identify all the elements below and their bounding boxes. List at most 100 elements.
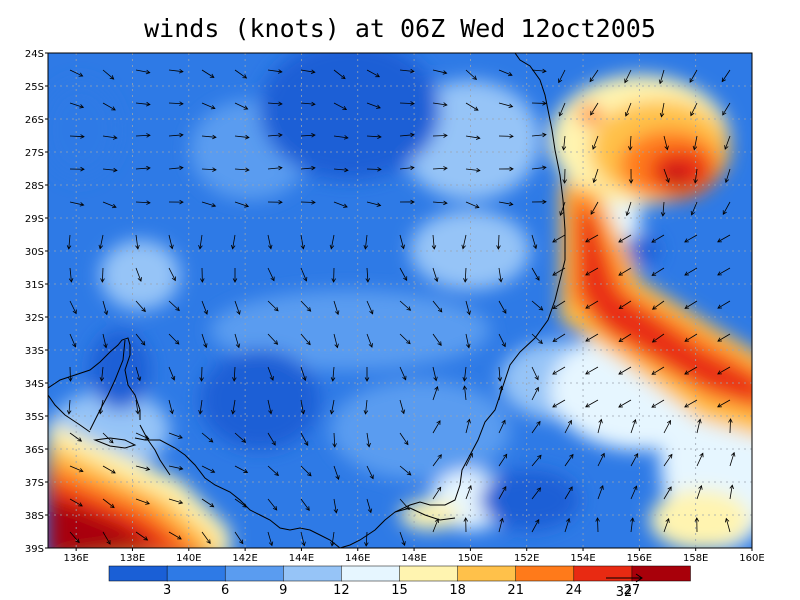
wind-arrow bbox=[432, 300, 443, 313]
wind-arrow bbox=[592, 168, 599, 184]
wind-arrow bbox=[198, 234, 203, 250]
wind-arrow bbox=[531, 199, 547, 205]
wind-arrow bbox=[366, 333, 373, 348]
wind-arrow bbox=[618, 366, 632, 375]
wind-arrow bbox=[234, 201, 250, 208]
lon-tick-label: 148E bbox=[401, 553, 426, 564]
wind-arrow bbox=[684, 234, 698, 243]
wind-arrow bbox=[267, 132, 283, 138]
wind-arrow bbox=[201, 465, 216, 473]
wind-vectors bbox=[66, 68, 736, 547]
color-bar-label: 24 bbox=[566, 583, 583, 598]
coastline bbox=[48, 53, 566, 548]
wind-arrow bbox=[363, 399, 369, 415]
wind-arrow bbox=[618, 399, 632, 408]
lon-tick-label: 136E bbox=[63, 553, 88, 564]
wind-arrow bbox=[135, 366, 142, 382]
color-bar-swatch bbox=[166, 565, 226, 582]
wind-arrow bbox=[234, 531, 244, 545]
wind-arrow bbox=[465, 300, 471, 316]
wind-arrow bbox=[201, 102, 216, 110]
wind-arrow bbox=[300, 234, 306, 250]
wind-arrow bbox=[461, 234, 467, 250]
wind-arrow bbox=[102, 333, 108, 349]
wind-arrow bbox=[651, 333, 665, 343]
wind-arrow bbox=[333, 333, 339, 349]
wind-arrow bbox=[531, 68, 547, 74]
wind-arrow bbox=[366, 498, 373, 514]
lat-tick-label: 29S bbox=[25, 214, 44, 225]
color-bar-labels: 3 6 9 12 15 18 21 24 27 bbox=[163, 583, 640, 598]
wind-arrow bbox=[630, 418, 637, 434]
wind-arrow bbox=[168, 234, 174, 250]
wind-arrow bbox=[432, 385, 439, 401]
wind-arrow bbox=[465, 167, 481, 173]
wind-arrow bbox=[552, 333, 566, 342]
wind-arrow bbox=[721, 69, 731, 83]
wind-arrow bbox=[200, 267, 205, 283]
wind-arrow bbox=[663, 419, 671, 434]
lat-tick-label: 24S bbox=[25, 49, 44, 60]
wind-arrow bbox=[465, 418, 471, 434]
map-frame bbox=[47, 52, 753, 549]
wind-arrow bbox=[717, 333, 731, 342]
color-bar bbox=[108, 565, 691, 582]
wind-arrow bbox=[432, 133, 448, 138]
wind-arrow bbox=[66, 399, 72, 415]
wind-arrow bbox=[432, 69, 448, 75]
wind-arrow bbox=[135, 498, 150, 505]
wind-arrow bbox=[552, 399, 566, 408]
wind-arrow bbox=[585, 399, 599, 408]
wind-arrow bbox=[135, 165, 151, 171]
color-bar-label: 12 bbox=[333, 583, 350, 598]
wind-arrow bbox=[201, 201, 217, 208]
wind-arrow bbox=[69, 102, 85, 109]
wind-arrow bbox=[658, 69, 665, 85]
wind-arrow bbox=[562, 168, 567, 184]
wind-arrow bbox=[135, 465, 151, 471]
color-bar-swatch bbox=[457, 565, 517, 582]
wind-arrow bbox=[201, 498, 215, 508]
wind-arrow bbox=[201, 432, 214, 443]
wind-arrow bbox=[135, 133, 151, 138]
wind-arrow bbox=[234, 167, 250, 173]
wind-arrow bbox=[684, 267, 698, 276]
lat-tick-label: 25S bbox=[25, 82, 44, 93]
wind-arrow bbox=[231, 399, 236, 415]
graticule bbox=[48, 53, 752, 548]
wind-arrow bbox=[333, 498, 339, 514]
wind-arrow bbox=[69, 333, 77, 348]
wind-arrow bbox=[690, 102, 698, 117]
wind-arrow bbox=[663, 486, 672, 500]
wind-arrow bbox=[432, 166, 448, 171]
wind-arrow bbox=[135, 200, 151, 205]
wind-arrow bbox=[630, 485, 638, 500]
wind-arrow bbox=[234, 465, 249, 473]
wind-arrow bbox=[69, 69, 84, 77]
wind-arrow bbox=[690, 201, 698, 216]
wind-arrow bbox=[333, 465, 340, 481]
wind-arrow bbox=[300, 531, 306, 547]
wind-arrow bbox=[696, 418, 702, 434]
wind-arrow bbox=[684, 300, 698, 309]
wind-arrow bbox=[300, 133, 316, 138]
wind-arrow bbox=[432, 454, 442, 467]
lon-tick-label: 150E bbox=[458, 553, 483, 564]
wind-arrow bbox=[651, 366, 665, 375]
wind-arrow bbox=[399, 68, 415, 74]
wind-arrow bbox=[585, 267, 599, 276]
wind-arrow bbox=[234, 134, 250, 140]
wind-arrow bbox=[135, 531, 149, 541]
wind-arrow bbox=[724, 517, 731, 533]
wind-arrow bbox=[663, 168, 670, 183]
wind-arrow bbox=[267, 199, 283, 205]
wind-arrow bbox=[333, 69, 346, 80]
wind-arrow bbox=[684, 333, 698, 342]
wind-arrow bbox=[69, 166, 85, 172]
wind-arrow bbox=[462, 366, 467, 382]
wind-arrow bbox=[332, 432, 337, 448]
wind-arrow bbox=[689, 69, 698, 83]
wind-arrow bbox=[463, 517, 469, 533]
wind-arrow bbox=[168, 498, 184, 505]
wind-arrow bbox=[618, 234, 632, 243]
